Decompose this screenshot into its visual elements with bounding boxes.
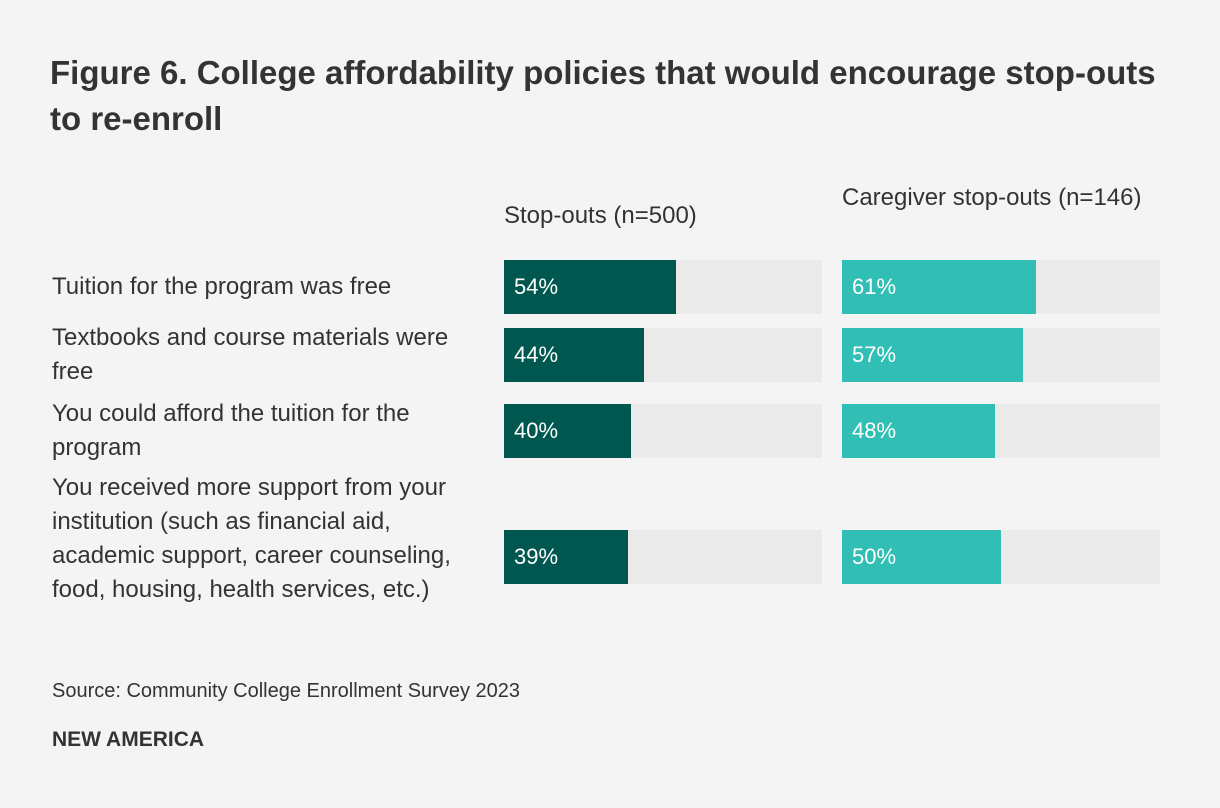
bar-value-label: 50% bbox=[852, 544, 897, 569]
bar: 48% bbox=[842, 404, 995, 458]
chart-title: Figure 6. College affordability policies… bbox=[50, 54, 1156, 137]
category-label: You could afford the tuition for the pro… bbox=[52, 400, 410, 461]
bar-track: 57% bbox=[842, 328, 1160, 382]
bar-value-label: 57% bbox=[852, 342, 897, 367]
bar: 40% bbox=[504, 404, 632, 458]
bar-value-label: 40% bbox=[514, 418, 559, 443]
bar: 39% bbox=[504, 530, 629, 584]
category-label: Textbooks and course materials were free bbox=[52, 324, 449, 385]
bar-value-label: 44% bbox=[514, 342, 559, 367]
series-header-caregiver: Caregiver stop-outs (n=146) bbox=[842, 184, 1142, 211]
bar: 54% bbox=[504, 260, 676, 314]
bar-value-label: 48% bbox=[852, 418, 897, 443]
bar-value-label: 54% bbox=[514, 274, 559, 299]
bar-track: 39% bbox=[504, 530, 822, 584]
brand-logo: NEW AMERICA bbox=[52, 728, 205, 751]
bar: 61% bbox=[842, 260, 1036, 314]
bar: 50% bbox=[842, 530, 1001, 584]
bar-value-label: 61% bbox=[852, 274, 897, 299]
source-note: Source: Community College Enrollment Sur… bbox=[52, 680, 520, 702]
bar-value-label: 39% bbox=[514, 544, 559, 569]
category-label: You received more support from your inst… bbox=[52, 474, 451, 603]
bar-track: 54% bbox=[504, 260, 822, 314]
bar: 44% bbox=[504, 328, 644, 382]
series-header-stop-outs: Stop-outs (n=500) bbox=[504, 202, 697, 229]
category-label: Tuition for the program was free bbox=[52, 273, 392, 300]
bar-track: 50% bbox=[842, 530, 1160, 584]
bar-track: 44% bbox=[504, 328, 822, 382]
bar-track: 40% bbox=[504, 404, 822, 458]
bar: 57% bbox=[842, 328, 1024, 382]
bar-track: 61% bbox=[842, 260, 1160, 314]
bar-track: 48% bbox=[842, 404, 1160, 458]
